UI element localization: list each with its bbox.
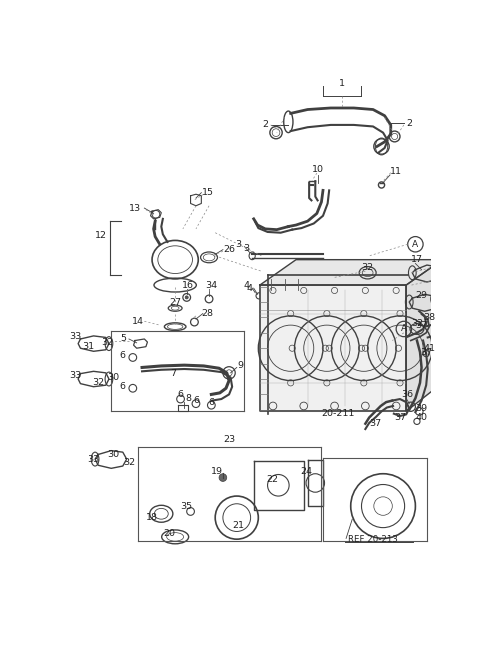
Polygon shape [406,260,443,411]
Text: 6: 6 [120,352,126,360]
Text: 41: 41 [423,344,435,353]
Text: 26: 26 [223,245,235,254]
Text: 22: 22 [266,475,278,483]
Text: 5: 5 [120,335,126,344]
Text: 37: 37 [369,419,382,428]
Circle shape [185,296,188,299]
Text: 2: 2 [262,121,268,129]
Text: 35: 35 [180,502,192,510]
Text: 11: 11 [390,167,402,176]
Text: 39: 39 [416,404,428,413]
Text: 37: 37 [394,413,406,422]
Text: 6: 6 [178,390,183,399]
Text: 18: 18 [146,513,158,522]
Text: 20-211: 20-211 [322,409,355,418]
Polygon shape [260,260,443,285]
Text: 4: 4 [243,281,249,289]
Text: 32: 32 [101,338,113,346]
Text: 20: 20 [163,529,175,537]
Circle shape [219,474,227,482]
Text: 12: 12 [96,230,108,239]
Text: 6: 6 [120,382,126,391]
Text: 30: 30 [108,373,120,382]
Text: 34: 34 [205,281,217,289]
Text: 37: 37 [420,348,432,357]
Text: 17: 17 [411,255,423,264]
Text: 3: 3 [235,240,241,249]
Text: 2: 2 [406,119,412,128]
Text: 29: 29 [416,291,428,300]
Text: 33: 33 [69,371,81,380]
Text: 3: 3 [243,243,249,253]
Text: 15: 15 [202,188,214,197]
Text: 4: 4 [246,283,252,293]
Text: 28: 28 [202,309,214,318]
Text: REF 20-213: REF 20-213 [348,535,398,544]
Text: 32: 32 [92,379,104,388]
Text: 19: 19 [211,467,223,476]
Text: 27: 27 [169,298,181,306]
Text: 14: 14 [132,317,144,326]
Text: 13: 13 [129,203,141,213]
Text: 32: 32 [411,319,423,328]
Text: 33: 33 [69,332,81,341]
Text: 6: 6 [193,396,199,405]
Text: 9: 9 [238,361,244,370]
Text: 8: 8 [185,394,191,403]
Text: 37: 37 [416,321,428,329]
Text: 40: 40 [416,413,428,422]
Text: 31: 31 [82,342,94,351]
Text: 30: 30 [108,450,120,459]
Text: 36: 36 [402,390,414,399]
Text: 32: 32 [361,263,374,272]
Text: A: A [412,240,419,249]
Text: 16: 16 [182,281,194,289]
Text: A: A [401,325,407,333]
Text: 38: 38 [423,313,435,322]
Text: 6: 6 [208,398,215,407]
Text: 23: 23 [223,434,235,443]
Text: 33: 33 [87,455,100,464]
Polygon shape [260,285,406,411]
Text: 10: 10 [312,165,324,174]
Text: 32: 32 [123,458,135,466]
Text: 7: 7 [170,369,176,378]
Text: 1: 1 [339,79,345,88]
Text: 24: 24 [300,467,312,476]
Text: 21: 21 [232,521,244,530]
